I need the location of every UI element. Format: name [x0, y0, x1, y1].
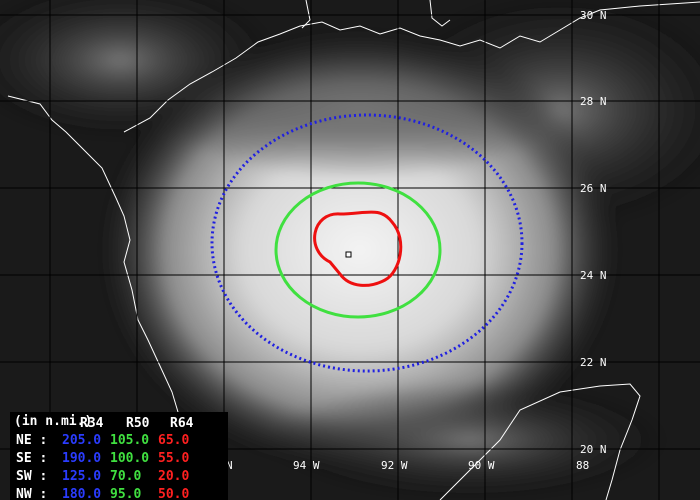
latitude-label: 30 N	[580, 9, 607, 22]
radius-value: 180.0	[62, 487, 101, 500]
table-unit: (in n.mi.)	[14, 414, 92, 429]
latitude-label: 24 N	[580, 269, 607, 282]
radii-table-text: (in n.mi.)R34 R50 R64 NE : 205.0 105.0 65.0 SE …	[14, 414, 194, 500]
longitude-label: 88	[576, 459, 589, 472]
radius-value: 95.0	[110, 487, 141, 500]
latitude-label: 20 N	[580, 443, 607, 456]
longitude-label: 90 W	[468, 459, 495, 472]
radius-value: 50.0	[158, 487, 189, 500]
longitude-label: 92 W	[381, 459, 408, 472]
latitude-label: 22 N	[580, 356, 607, 369]
column-header: R34	[80, 416, 104, 431]
r64-radius	[313, 210, 403, 287]
row-label: NW :	[16, 487, 47, 500]
radius-value: 20.0	[158, 469, 189, 484]
column-header: R64	[170, 416, 194, 431]
coastline	[7, 0, 700, 500]
longitude-label: 94 W	[293, 459, 320, 472]
row-label: SE :	[16, 451, 47, 466]
r50-radius	[274, 181, 442, 319]
storm-center	[345, 251, 352, 258]
radius-value: 125.0	[62, 469, 101, 484]
latitude-label: 26 N	[580, 182, 607, 195]
radius-value: 55.0	[158, 451, 189, 466]
longitude-label: N	[226, 459, 233, 472]
radii-table	[10, 412, 228, 500]
radius-value: 65.0	[158, 433, 189, 448]
grid-labels: 30 N 28 N 26 N 24 N 22 N 20 N N 94 W 92 W 90 W 88	[226, 9, 607, 472]
radius-value: 70.0	[110, 469, 141, 484]
row-label: SW :	[16, 469, 47, 484]
radius-value: 100.0	[110, 451, 149, 466]
column-header: R50	[126, 416, 150, 431]
r34-radius	[210, 113, 524, 373]
row-label: NE :	[16, 433, 47, 448]
radius-value: 190.0	[62, 451, 101, 466]
radius-value: 205.0	[62, 433, 101, 448]
radius-value: 105.0	[110, 433, 149, 448]
latitude-label: 28 N	[580, 95, 607, 108]
